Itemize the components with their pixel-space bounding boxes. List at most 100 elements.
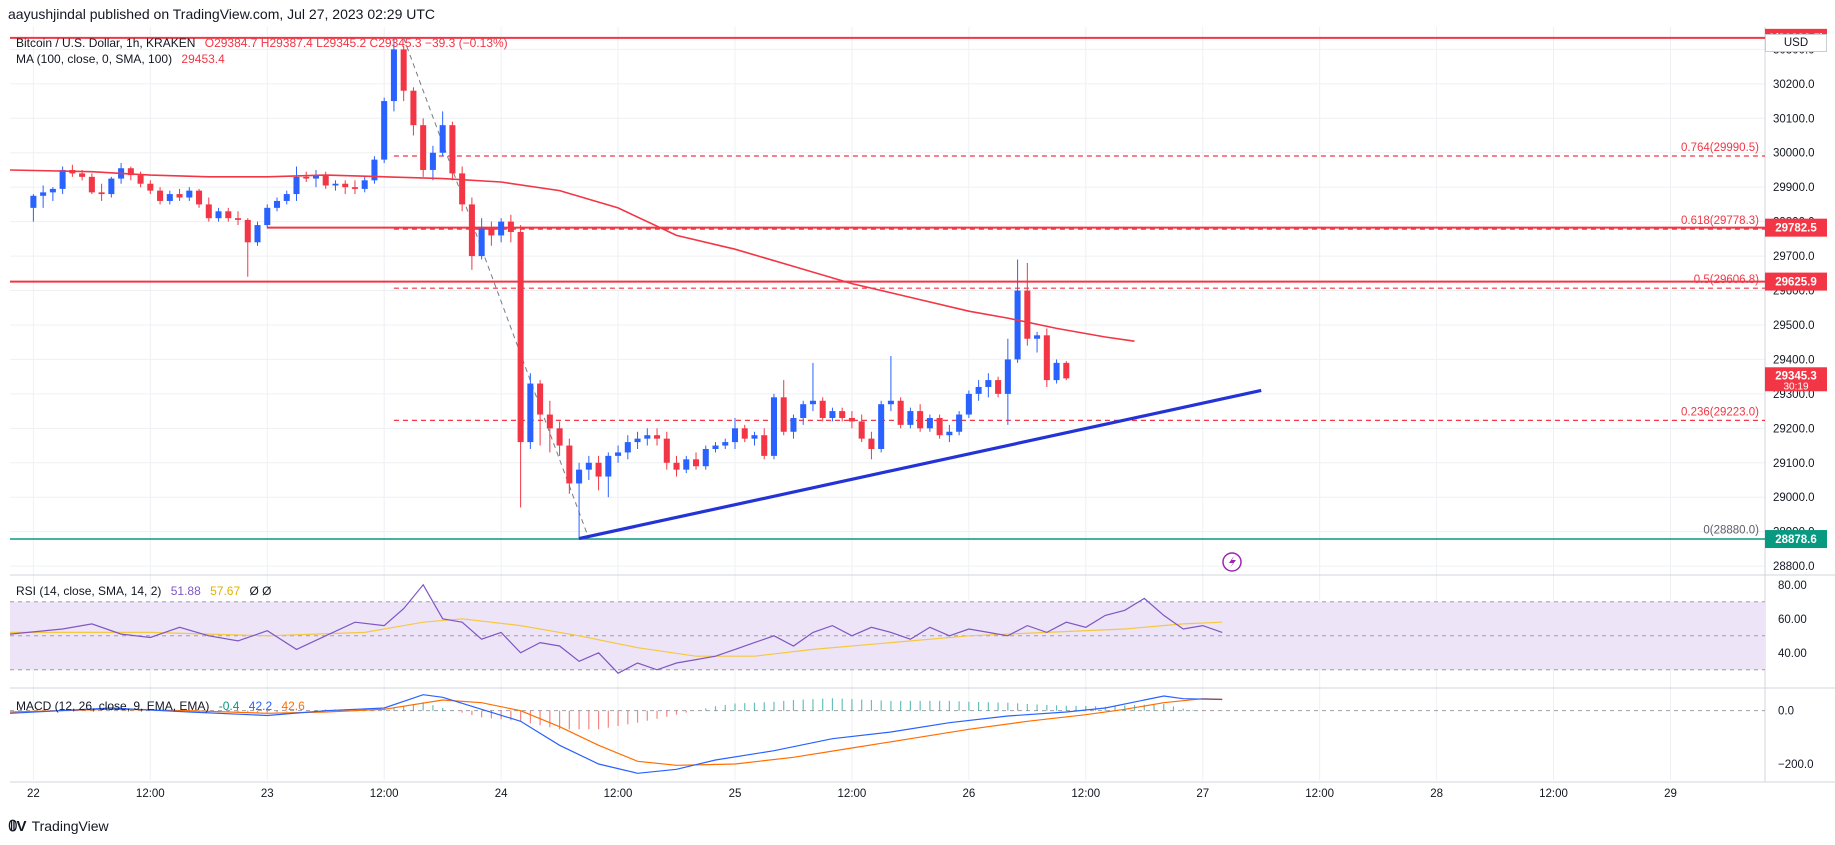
x-tick-label: 26 (962, 788, 975, 800)
price-axis-tick: 30000.0 (1773, 148, 1815, 160)
candle-body (809, 400, 816, 405)
ma-legend: MA (100, close, 0, SMA, 100) 29453.4 (16, 52, 231, 66)
candle-body (244, 219, 251, 243)
x-tick-label: 23 (261, 788, 274, 800)
candle-body (30, 195, 37, 208)
candle-body (439, 125, 446, 153)
candle-body (615, 452, 622, 456)
candle-body (361, 180, 368, 189)
rsi-band (10, 601, 1765, 670)
candle-body (576, 469, 583, 484)
candle-body (731, 428, 739, 443)
candle-body (390, 49, 397, 102)
tradingview-brand[interactable]: 𝟘V TradingView (8, 817, 109, 835)
price-level-tag (1765, 272, 1827, 291)
candle-body (517, 231, 524, 443)
x-tick-label: 12:00 (1071, 788, 1100, 800)
price-axis-tick: 29100.0 (1773, 458, 1815, 470)
price-axis-tick: 28800.0 (1773, 561, 1815, 573)
candle-body (108, 178, 115, 195)
candle-body (1034, 335, 1041, 339)
candle-body (800, 404, 807, 418)
candle-body (1024, 290, 1031, 339)
candle-body (692, 459, 700, 467)
price-axis-tick: 30200.0 (1773, 79, 1815, 91)
price-axis-tick: 29400.0 (1773, 354, 1815, 366)
candle-body (488, 228, 495, 236)
price-axis-tick: 30100.0 (1773, 113, 1815, 125)
candle-body (40, 192, 47, 196)
x-tick-label: 29 (1664, 788, 1677, 800)
candle-body (829, 411, 836, 418)
rsi-sma-line (10, 618, 1223, 657)
rsi-axis-tick: 40.00 (1778, 648, 1807, 660)
candle-body (196, 190, 203, 205)
candle-body (702, 448, 709, 467)
candle-body (351, 187, 358, 189)
candle-body (546, 414, 553, 429)
price-axis-tick: 29700.0 (1773, 251, 1815, 263)
candle-body (1053, 362, 1060, 381)
rsi-axis-tick: 80.00 (1778, 580, 1807, 592)
macd-signal-line (9, 698, 1223, 766)
candle-body (848, 417, 855, 422)
candle-body (887, 400, 894, 405)
rsi-legend: RSI (14, close, SMA, 14, 2) 51.88 57.67 … (16, 584, 278, 598)
candle-body (459, 173, 466, 205)
price-axis-tick: 29500.0 (1773, 320, 1815, 332)
price-axis-tick: 29200.0 (1773, 423, 1815, 435)
x-tick-label: 27 (1196, 788, 1209, 800)
candle-body (654, 435, 661, 439)
candle-body (985, 380, 992, 387)
candle-body (303, 176, 310, 179)
candle-body (790, 417, 797, 432)
candle-body (410, 90, 417, 126)
price-axis-tick: 29900.0 (1773, 182, 1815, 194)
candle-body (761, 435, 768, 456)
price-level-tag (1765, 218, 1827, 237)
candle-body (176, 194, 183, 198)
ma-value: 29453.4 (181, 52, 225, 66)
rsi-sma-value: 57.67 (210, 584, 241, 598)
candle-body (1014, 290, 1021, 360)
candle-body (917, 411, 924, 429)
candle-body (273, 200, 281, 208)
bar-countdown-text: 30:19 (1783, 381, 1808, 392)
x-tick-label: 12:00 (604, 788, 633, 800)
x-tick-label: 12:00 (1539, 788, 1568, 800)
currency-selector[interactable]: USD (1765, 34, 1827, 52)
last-price-tag (1765, 367, 1827, 392)
candle-body (157, 190, 164, 201)
candle-body (332, 183, 339, 186)
candle-body (556, 428, 563, 446)
fib-level-label: 0(28880.0) (1703, 525, 1759, 537)
candle-body (49, 188, 56, 193)
candle-body (420, 125, 427, 170)
candle-body (956, 414, 963, 432)
macd-axis-tick: −200.0 (1778, 759, 1814, 771)
candle-body (468, 204, 475, 257)
last-price-text: 29345.3 (1775, 370, 1817, 382)
candle-body (254, 225, 261, 243)
candle-body (449, 125, 456, 174)
candle-body (186, 190, 193, 198)
symbol-legend: Bitcoin / U.S. Dollar, 1h, KRAKEN O29384… (16, 36, 514, 50)
candle-body (897, 400, 904, 425)
candle-body (498, 221, 505, 236)
candle-body (264, 207, 271, 226)
candle-body (936, 417, 943, 436)
candle-body (166, 194, 173, 201)
ohlc-values: O29384.7 H29387.4 L29345.2 C29345.3 −39.… (204, 36, 508, 50)
candle-body (712, 445, 719, 449)
candle-body (566, 445, 573, 484)
brand-name: TradingView (31, 818, 109, 834)
candle-body (663, 438, 670, 463)
candle-body (205, 204, 212, 219)
price-axis-tick: 29300.0 (1773, 389, 1815, 401)
candle-body (147, 183, 154, 191)
candle-body (79, 173, 86, 177)
x-tick-label: 24 (495, 788, 508, 800)
candle-body (585, 462, 592, 470)
candle-body (770, 397, 777, 456)
